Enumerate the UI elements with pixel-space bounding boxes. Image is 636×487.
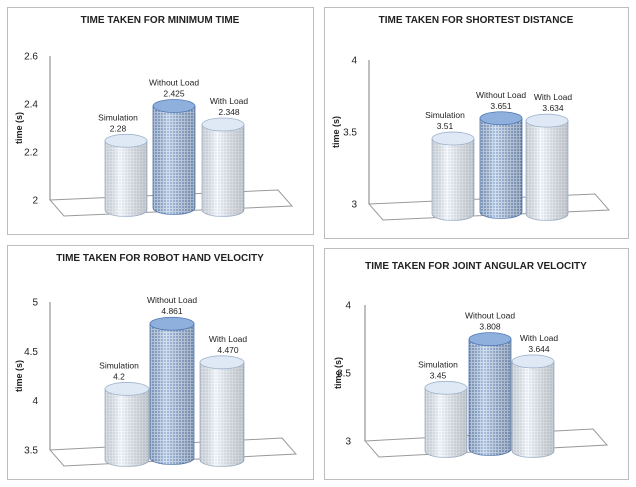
bar-with-load <box>511 354 555 458</box>
y-tick-label: 4 <box>351 56 357 67</box>
category-label: With Load <box>210 96 249 106</box>
y-tick-label: 3.5 <box>343 128 357 139</box>
category-label: Without Load <box>476 90 526 100</box>
y-tick-label: 2.6 <box>24 52 38 63</box>
data-label: 4.470 <box>217 345 239 355</box>
chart-robot-hand-velocity: TIME TAKEN FOR ROBOT HAND VELOCITY time (… <box>14 253 298 467</box>
y-tick-label: 4 <box>345 301 351 312</box>
y-tick-label: 2 <box>32 196 38 207</box>
y-axis-label: time (s) <box>14 112 24 144</box>
y-axis-label: time (s) <box>331 116 341 148</box>
category-label: Without Load <box>147 295 197 305</box>
category-label: Simulation <box>418 359 458 369</box>
category-label: Simulation <box>425 110 465 120</box>
bar-without-load <box>152 99 196 215</box>
category-label: Without Load <box>465 311 515 321</box>
category-label: With Load <box>534 92 573 102</box>
data-label: 3.51 <box>437 121 454 131</box>
bar-with-load <box>199 355 245 467</box>
data-label: 4.2 <box>113 371 125 381</box>
data-label: 4.861 <box>161 306 183 316</box>
category-label: With Load <box>209 334 248 344</box>
bar-with-load <box>525 113 569 221</box>
chart-shortest-distance: TIME TAKEN FOR SHORTEST DISTANCE time (s)… <box>331 15 611 221</box>
bar-without-load <box>149 316 195 465</box>
data-label: 3.45 <box>430 370 447 380</box>
bar-without-load <box>479 111 523 219</box>
chart-title: TIME TAKEN FOR SHORTEST DISTANCE <box>379 15 574 26</box>
category-label: Without Load <box>149 78 199 88</box>
chart-title: TIME TAKEN FOR MINIMUM TIME <box>81 15 240 26</box>
bar-without-load <box>468 332 512 456</box>
y-tick-label: 3 <box>345 437 351 448</box>
category-label: Simulation <box>98 112 138 122</box>
chart-title: TIME TAKEN FOR ROBOT HAND VELOCITY <box>56 253 264 264</box>
y-tick-label: 3 <box>351 200 357 211</box>
y-axis-label: time (s) <box>14 360 24 392</box>
bar-simulation <box>104 133 148 217</box>
data-label: 2.28 <box>110 123 127 133</box>
chart-panel-robot-hand-velocity: TIME TAKEN FOR ROBOT HAND VELOCITY time (… <box>7 245 314 480</box>
data-label: 3.634 <box>542 103 564 113</box>
bar-with-load <box>201 117 245 217</box>
bar-simulation <box>424 380 468 458</box>
chart-title: TIME TAKEN FOR JOINT ANGULAR VELOCITY <box>365 261 587 272</box>
y-axis-label: time (s) <box>333 357 343 389</box>
y-tick-label: 3.5 <box>337 369 351 380</box>
chart-panel-shortest-distance: TIME TAKEN FOR SHORTEST DISTANCE time (s)… <box>324 7 629 239</box>
y-tick-label: 5 <box>32 298 38 309</box>
y-tick-label: 2.2 <box>24 148 38 159</box>
data-label: 2.425 <box>163 89 185 99</box>
chart-minimum-time: TIME TAKEN FOR MINIMUM TIME time (s) 2 2.2 2… <box>14 15 294 217</box>
bar-simulation <box>431 131 475 221</box>
data-label: 3.808 <box>479 322 501 332</box>
data-label: 2.348 <box>218 107 240 117</box>
data-label: 3.644 <box>528 344 550 354</box>
y-tick-label: 4 <box>32 396 38 407</box>
y-tick-label: 2.4 <box>24 100 38 111</box>
category-label: Simulation <box>99 360 139 370</box>
data-label: 3.651 <box>490 101 512 111</box>
chart-joint-angular-velocity: TIME TAKEN FOR JOINT ANGULAR VELOCITY tim… <box>333 261 609 458</box>
y-tick-label: 3.5 <box>24 446 38 457</box>
category-label: With Load <box>520 333 559 343</box>
chart-panel-joint-angular-velocity: TIME TAKEN FOR JOINT ANGULAR VELOCITY tim… <box>324 248 629 480</box>
y-tick-label: 4.5 <box>24 347 38 358</box>
bar-simulation <box>104 382 150 467</box>
chart-panel-minimum-time: TIME TAKEN FOR MINIMUM TIME time (s) 2 2.2 2… <box>7 7 314 235</box>
